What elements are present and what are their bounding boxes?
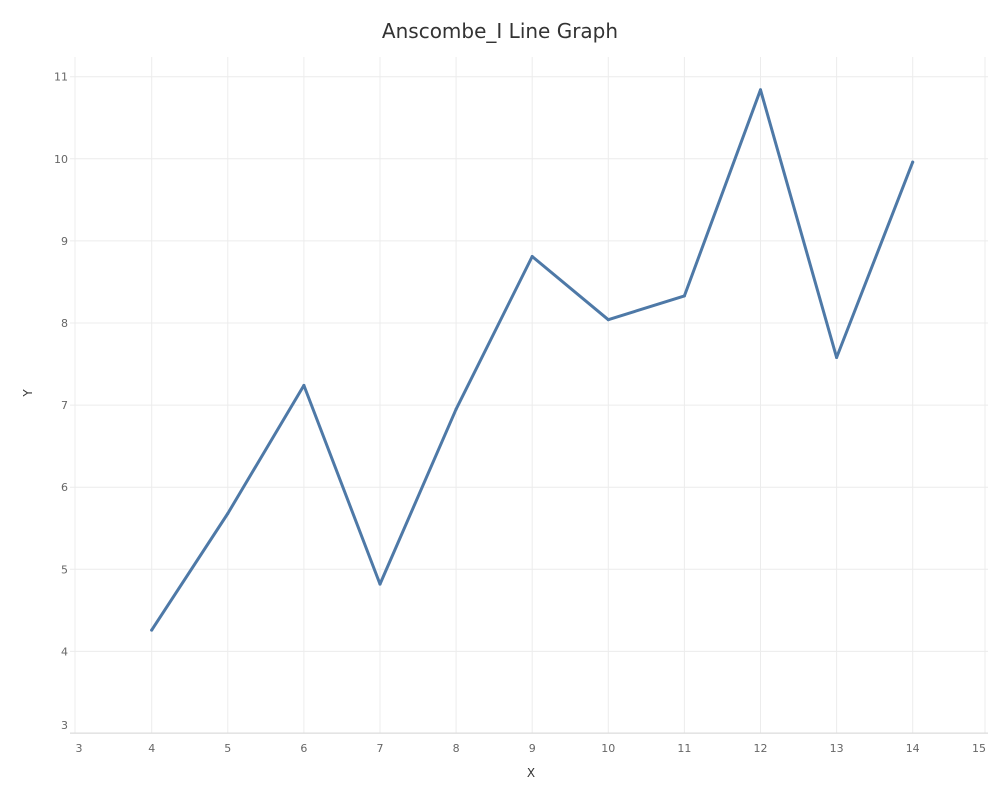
x-tick-label: 14	[906, 742, 920, 755]
y-tick-label: 5	[61, 563, 68, 576]
tick-labels: 3 4 5 6 7 8 9 10 11 12 13 14 15 3 4 5 6 7 8 9 10 11	[54, 71, 986, 755]
x-axis-title: X	[527, 766, 535, 780]
y-tick-label: 4	[61, 645, 68, 658]
x-tick-label: 3	[76, 742, 83, 755]
x-tick-label: 11	[677, 742, 691, 755]
series-layer	[150, 88, 915, 632]
x-tick-label: 9	[529, 742, 536, 755]
y-tick-label: 9	[61, 235, 68, 248]
y-tick-label: 6	[61, 481, 68, 494]
data-point[interactable]	[454, 407, 458, 411]
data-point[interactable]	[226, 512, 230, 515]
grid	[70, 57, 988, 734]
y-tick-label: 7	[61, 399, 68, 412]
y-tick-label: 8	[61, 317, 68, 330]
x-tick-label: 6	[300, 742, 307, 755]
x-tick-label: 15	[972, 742, 986, 755]
y-tick-label: 3	[61, 719, 68, 732]
data-point[interactable]	[835, 356, 839, 359]
data-point[interactable]	[606, 318, 610, 322]
y-axis-title: Y	[21, 389, 35, 398]
x-tick-label: 7	[377, 742, 384, 755]
data-point[interactable]	[530, 255, 534, 258]
x-tick-label: 8	[453, 742, 460, 755]
data-point[interactable]	[911, 160, 915, 164]
y-tick-label: 10	[54, 153, 68, 166]
data-point[interactable]	[378, 582, 382, 586]
chart-title: Anscombe_I Line Graph	[381, 19, 619, 43]
x-tick-label: 12	[754, 742, 768, 755]
x-tick-label: 4	[148, 742, 155, 755]
x-tick-label: 10	[601, 742, 615, 755]
x-tick-label: 5	[224, 742, 231, 755]
y-tick-label: 11	[54, 71, 68, 84]
data-point[interactable]	[302, 383, 306, 387]
x-tick-label: 13	[830, 742, 844, 755]
data-point[interactable]	[682, 294, 686, 298]
data-point[interactable]	[759, 88, 762, 92]
data-point[interactable]	[150, 628, 154, 632]
